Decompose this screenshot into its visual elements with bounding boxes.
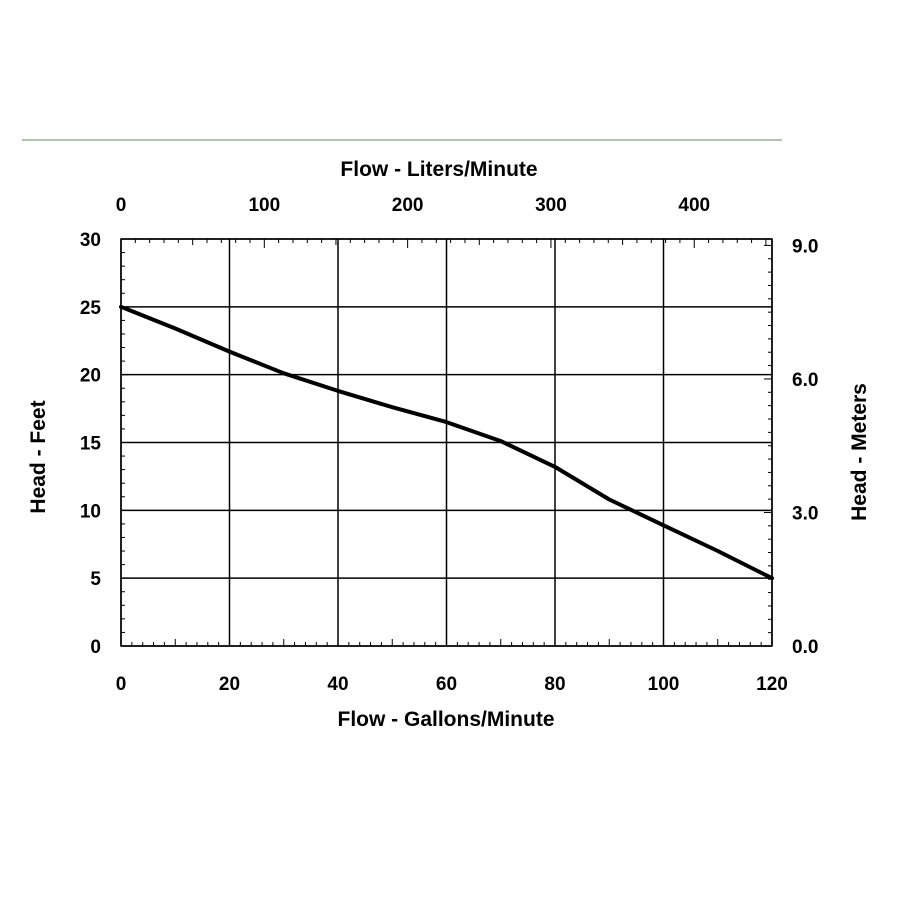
x2-tick-label: 100 [248, 195, 280, 216]
y-tick-label: 30 [80, 230, 101, 251]
plot-frame [120, 238, 773, 647]
x-tick-label: 80 [544, 674, 565, 695]
pump-curve-line [119, 304, 774, 581]
x2-tick-label: 0 [116, 195, 127, 216]
y2-tick-label: 0.0 [792, 637, 818, 658]
x2-tick-label: 400 [678, 195, 710, 216]
y2-tick-label: 6.0 [792, 370, 818, 391]
y2-tick-label: 9.0 [792, 236, 818, 257]
y-tick-label: 25 [80, 298, 102, 319]
x2-tick-label: 200 [392, 195, 424, 216]
y2-axis-title: Head - Meters [848, 383, 871, 521]
y2-tick-label: 3.0 [792, 503, 818, 524]
tick-labels: 0 20 40 60 80 100 120 0 100 200 300 400 0 5 10 15 20 25 30… [80, 195, 819, 695]
x2-tick-label: 300 [535, 195, 567, 216]
y-tick-label: 20 [80, 366, 101, 387]
x-tick-label: 20 [219, 674, 240, 695]
x-tick-label: 40 [327, 674, 348, 695]
y-tick-label: 0 [90, 637, 101, 658]
y-axis-title: Head - Feet [27, 400, 50, 513]
x-tick-label: 0 [116, 674, 127, 695]
x2-axis-title: Flow - Liters/Minute [340, 158, 537, 181]
x-axis-title: Flow - Gallons/Minute [338, 708, 555, 731]
y-tick-label: 15 [80, 434, 102, 455]
x-tick-label: 120 [756, 674, 788, 695]
y-tick-label: 10 [80, 501, 101, 522]
y-tick-label: 5 [90, 569, 101, 590]
series-layer [119, 304, 774, 581]
x-tick-label: 100 [648, 674, 680, 695]
x-tick-label: 60 [436, 674, 457, 695]
